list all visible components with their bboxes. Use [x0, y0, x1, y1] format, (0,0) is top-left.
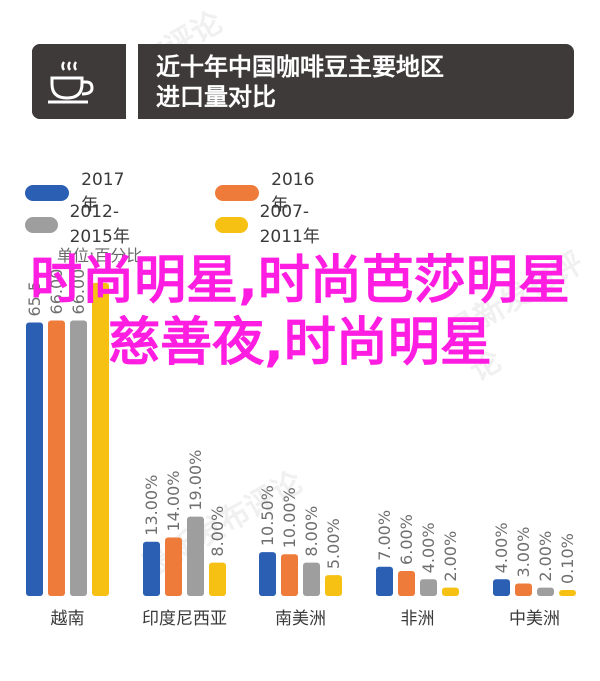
unit-label: 单位:百分比 — [57, 246, 143, 265]
bar — [26, 322, 43, 596]
bar — [281, 554, 298, 596]
legend-label: 2007-2011年 — [259, 202, 320, 247]
bar — [442, 587, 459, 596]
legend-swatch — [215, 184, 260, 201]
legend-swatch — [25, 216, 58, 233]
bar — [515, 583, 532, 596]
bar — [303, 562, 320, 596]
bar — [187, 516, 204, 596]
bar — [259, 552, 276, 596]
data-label: 5.00% — [324, 518, 343, 569]
bar — [398, 570, 415, 596]
data-label: 10.00% — [280, 487, 299, 548]
data-label: 4.00% — [419, 522, 438, 573]
bar — [420, 579, 437, 596]
data-label: 10.50% — [258, 485, 277, 546]
data-label: 2.00% — [441, 531, 460, 582]
bar — [70, 320, 87, 596]
bar — [325, 575, 342, 596]
bar — [92, 282, 109, 596]
bar — [143, 541, 160, 596]
data-label: 8.00% — [208, 506, 227, 557]
category-label: 越南 — [51, 609, 85, 629]
data-label: 4.00% — [492, 522, 511, 573]
header-divider — [126, 44, 138, 119]
legend-swatch — [25, 184, 70, 201]
data-label: 13.00% — [142, 475, 161, 536]
legend-label: 2012-2015年 — [69, 202, 130, 247]
chart-header: 近十年中国咖啡豆主要地区 进口量对比 — [32, 44, 574, 119]
data-label: 66.00 — [69, 269, 88, 315]
data-label: 6.00% — [397, 514, 416, 565]
coffee-cup-icon — [32, 44, 107, 119]
chart-title: 近十年中国咖啡豆主要地区 进口量对比 — [156, 52, 556, 112]
legend-item: 2017年 — [25, 170, 132, 215]
data-label: 66.00 — [47, 269, 66, 315]
legend-swatch — [215, 216, 248, 233]
bar — [376, 566, 393, 596]
legend-item: 2012-2015年 — [25, 202, 138, 247]
bar — [537, 587, 554, 596]
legend-item: 2007-2011年 — [215, 202, 328, 247]
category-label: 中美洲 — [509, 609, 560, 629]
data-label: 3.00% — [514, 527, 533, 578]
bar — [48, 320, 65, 596]
data-label: 7.00% — [375, 510, 394, 561]
category-label: 非洲 — [401, 609, 435, 629]
data-label: 8.00% — [302, 506, 321, 557]
data-label: 0.10% — [558, 533, 577, 584]
bar — [559, 590, 576, 596]
data-label: 19.00% — [186, 450, 205, 511]
chart-title-line-2: 进口量对比 — [156, 83, 276, 111]
data-label: 14.00% — [164, 471, 183, 532]
bar — [165, 537, 182, 596]
bar — [209, 562, 226, 596]
bar — [493, 579, 510, 596]
legend-label: 2016年 — [271, 170, 315, 215]
data-label: 65.5 — [25, 281, 44, 317]
legend-label: 2017年 — [81, 170, 125, 215]
chart-title-line-1: 近十年中国咖啡豆主要地区 — [156, 53, 444, 81]
category-label: 南美洲 — [275, 609, 326, 629]
data-label: 2.00% — [536, 531, 555, 582]
legend-item: 2016年 — [215, 170, 322, 215]
category-label: 印度尼西亚 — [142, 609, 227, 629]
